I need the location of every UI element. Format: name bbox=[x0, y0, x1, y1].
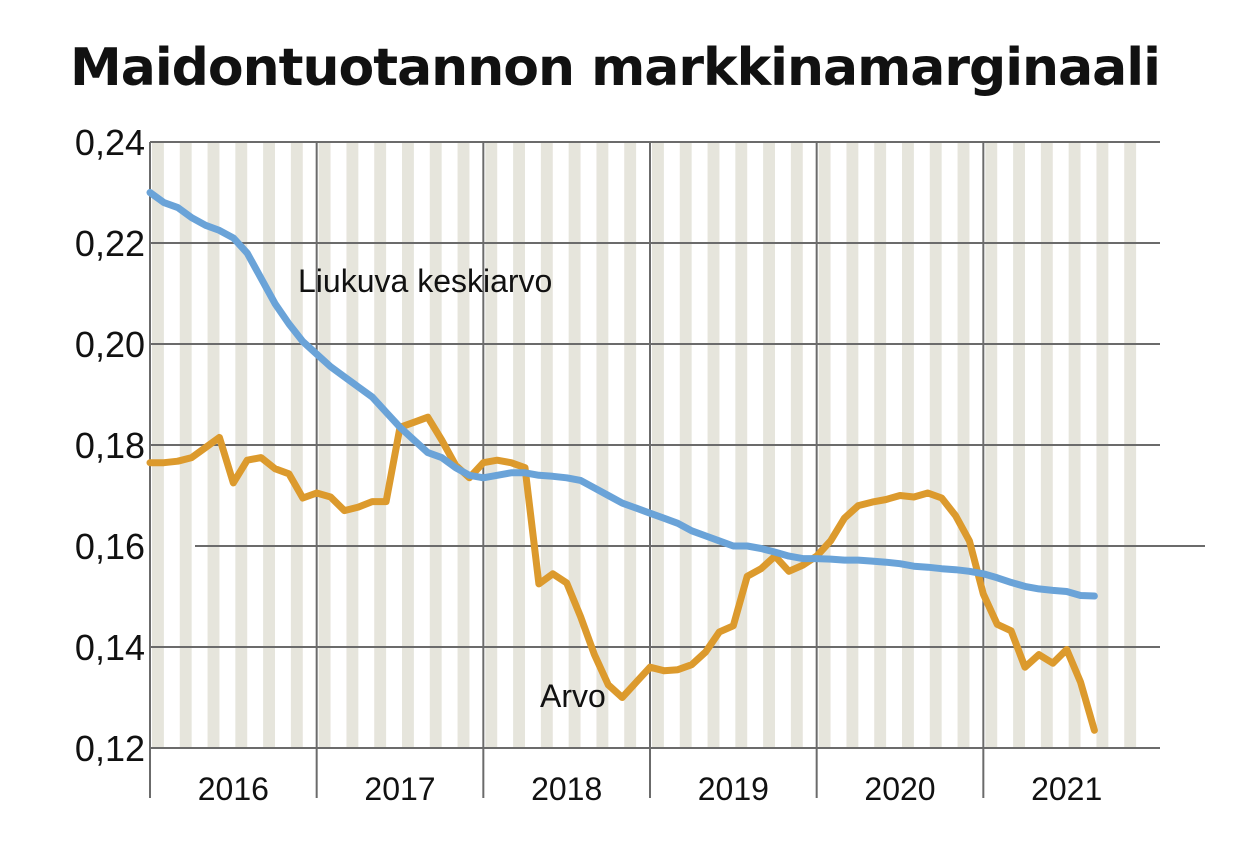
y-tick-label: 0,20 bbox=[75, 324, 145, 365]
y-axis-ticks: 0,12 0,14 0,16 0,18 0,20 0,22 0,24 bbox=[75, 122, 145, 769]
series-line-arvo bbox=[146, 413, 1098, 734]
x-tick-label: 2020 bbox=[864, 771, 935, 807]
y-tick-label: 0,24 bbox=[75, 122, 145, 163]
x-tick-label: 2019 bbox=[698, 771, 769, 807]
y-tick-label: 0,18 bbox=[75, 425, 145, 466]
y-tick-label: 0,16 bbox=[75, 526, 145, 567]
x-axis-years: 2016 2017 2018 2019 2020 2021 bbox=[149, 142, 1102, 807]
series-label-liukuva-keskiarvo: Liukuva keskiarvo bbox=[298, 263, 552, 299]
x-tick-label: 2016 bbox=[198, 771, 269, 807]
x-tick-label: 2021 bbox=[1031, 771, 1102, 807]
x-tick-label: 2018 bbox=[531, 771, 602, 807]
series-lines bbox=[146, 189, 1098, 734]
series-label-arvo: Arvo bbox=[540, 678, 606, 714]
x-tick-label: 2017 bbox=[364, 771, 435, 807]
y-tick-label: 0,14 bbox=[75, 627, 145, 668]
gridlines bbox=[150, 141, 1205, 749]
series-line-liukuva-keskiarvo bbox=[146, 189, 1098, 600]
series-labels: Liukuva keskiarvo Arvo bbox=[298, 263, 606, 714]
chart-title: Maidontuotannon markkinamarginaali bbox=[70, 38, 1161, 98]
y-tick-label: 0,22 bbox=[75, 223, 145, 264]
y-tick-label: 0,12 bbox=[75, 728, 145, 769]
